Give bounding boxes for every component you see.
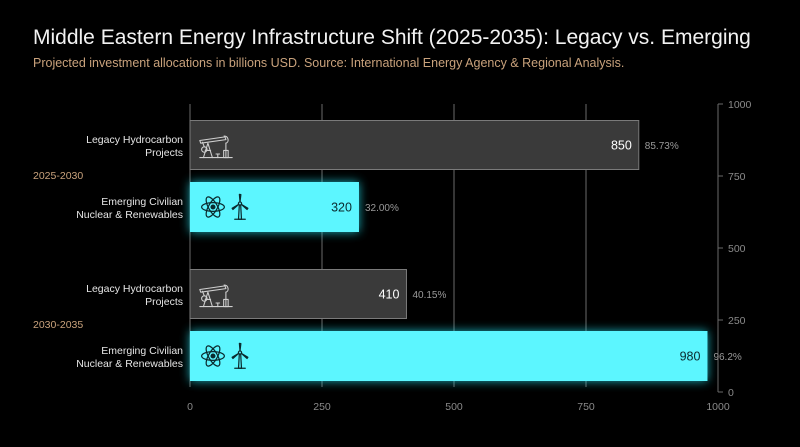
category-label: Emerging Civilian Nuclear & Renewables — [76, 345, 183, 370]
bar-percent-label: 96.2% — [713, 352, 741, 363]
right-axis-tick-label: 0 — [728, 387, 734, 399]
category-label-line: Nuclear & Renewables — [76, 209, 183, 221]
category-label: Legacy Hydrocarbon Projects — [86, 283, 183, 308]
bar-value-label: 980 — [680, 350, 701, 364]
bar-value-label: 410 — [379, 288, 400, 302]
x-tick-label: 0 — [187, 401, 193, 413]
chart-title: Middle Eastern Energy Infrastructure Shi… — [33, 26, 751, 49]
category-label-line: Nuclear & Renewables — [76, 358, 183, 370]
bar-percent-label: 85.73% — [645, 141, 679, 152]
category-label-line: Emerging Civilian — [101, 196, 183, 208]
x-tick-label: 250 — [313, 401, 331, 413]
category-label-line: Emerging Civilian — [101, 345, 183, 357]
category-label: Legacy Hydrocarbon Projects — [86, 134, 183, 159]
bar-value-label: 850 — [611, 139, 632, 153]
right-axis-tick-label: 1000 — [728, 99, 752, 111]
x-tick-label: 1000 — [706, 401, 730, 413]
category-label-line: Legacy Hydrocarbon — [86, 134, 183, 146]
right-axis-tick-label: 500 — [728, 243, 746, 255]
bar-percent-label: 40.15% — [412, 290, 446, 301]
bar-legacy — [189, 269, 407, 319]
x-tick-label: 500 — [445, 401, 463, 413]
bar-percent-label: 32.00% — [365, 203, 399, 214]
bar-emerging — [190, 331, 708, 381]
category-label-line: Legacy Hydrocarbon — [86, 283, 183, 295]
category-label-line: Projects — [145, 147, 183, 159]
group-label: 2025-2030 — [33, 170, 83, 182]
category-label-line: Projects — [145, 296, 183, 308]
right-axis-tick-label: 250 — [728, 315, 746, 327]
bar-value-label: 320 — [331, 201, 352, 215]
x-tick-label: 750 — [577, 401, 595, 413]
chart-subtitle: Projected investment allocations in bill… — [33, 56, 625, 70]
group-label: 2030-2035 — [33, 319, 83, 331]
right-axis-tick-label: 750 — [728, 171, 746, 183]
category-label: Emerging Civilian Nuclear & Renewables — [76, 196, 183, 221]
bar-legacy — [189, 120, 640, 170]
